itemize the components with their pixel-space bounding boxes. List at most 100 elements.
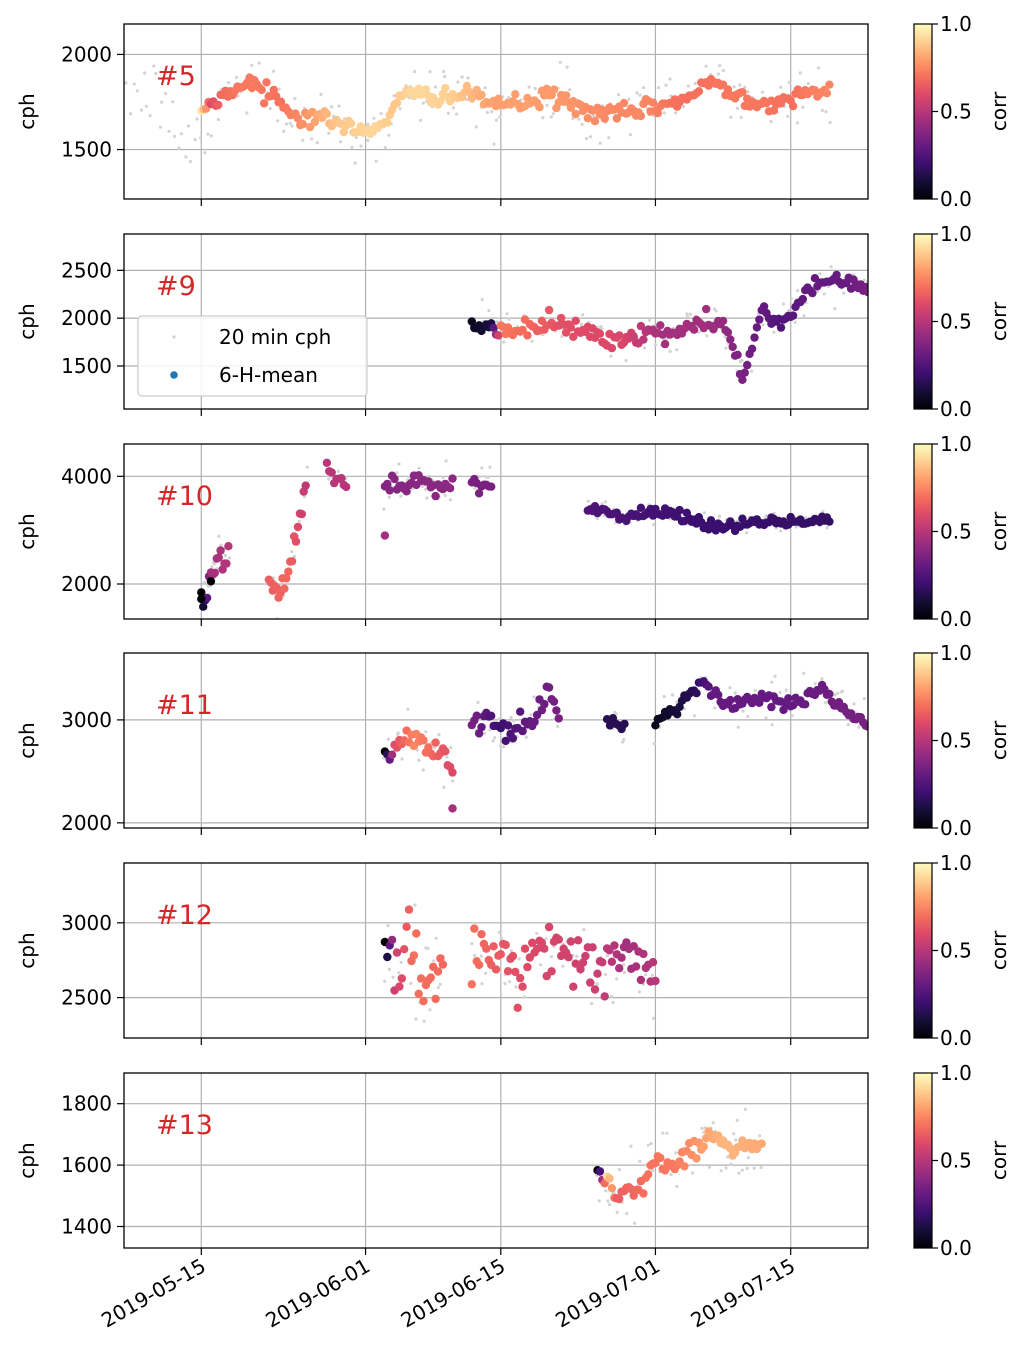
mean-point [607, 957, 617, 966]
mean-point [656, 1153, 665, 1163]
mean-point [738, 375, 747, 384]
raw-point [216, 117, 220, 122]
mean-point [400, 945, 409, 954]
raw-point [484, 475, 488, 479]
mean-point [689, 325, 699, 334]
mean-point [298, 119, 307, 129]
mean-point [327, 468, 336, 477]
mean-point [301, 481, 310, 490]
panel-data [380, 903, 660, 1023]
raw-point [203, 151, 207, 155]
mean-point [619, 98, 629, 108]
raw-point [509, 715, 513, 720]
mean-point [402, 922, 411, 931]
mean-point [501, 736, 510, 746]
colorbar: 0.0 0.5 1.0 corr [913, 1061, 1011, 1260]
panel-label: #13 [156, 1110, 213, 1141]
mean-point [383, 952, 392, 962]
raw-point [409, 981, 413, 986]
raw-point [545, 103, 549, 108]
mean-point [554, 714, 563, 723]
colorbar-tick-label: 1.0 [940, 12, 972, 36]
legend-marker [170, 371, 178, 379]
raw-point [498, 115, 502, 119]
mean-point [598, 958, 607, 967]
raw-point [622, 737, 626, 742]
mean-point [489, 942, 498, 951]
raw-point [203, 580, 207, 584]
raw-point [210, 565, 214, 569]
raw-point [533, 86, 537, 91]
raw-point [822, 292, 826, 296]
mean-point [513, 1003, 522, 1012]
mean-point [210, 568, 219, 578]
raw-point [675, 700, 679, 704]
raw-point [796, 289, 800, 293]
mean-point [576, 965, 585, 974]
mean-point [487, 711, 496, 720]
mean-point [660, 339, 670, 349]
x-tick-label: 2019-07-15 [687, 1254, 800, 1333]
mean-point [511, 90, 520, 99]
raw-point [234, 75, 238, 79]
raw-point [746, 1156, 751, 1160]
mean-point [520, 944, 530, 953]
y-tick-label: 4000 [61, 464, 112, 488]
mean-point [508, 734, 518, 743]
y-tick-label: 1600 [61, 1153, 112, 1177]
raw-point [301, 138, 305, 142]
raw-point [398, 107, 402, 111]
raw-point [290, 550, 294, 554]
mean-point [581, 951, 590, 961]
mean-point [595, 329, 605, 338]
raw-point [276, 119, 280, 123]
mean-point [639, 335, 648, 344]
raw-point [675, 1184, 679, 1188]
raw-point [427, 474, 431, 478]
raw-point [726, 1155, 730, 1159]
mean-point [284, 567, 293, 576]
raw-point [646, 1143, 650, 1147]
raw-point [491, 739, 495, 743]
mean-point [416, 974, 426, 983]
mean-point [337, 474, 346, 483]
raw-point [484, 971, 488, 975]
mean-point [262, 78, 271, 87]
raw-point [524, 735, 528, 739]
raw-point [538, 963, 543, 967]
mean-point [863, 287, 868, 297]
mean-point [472, 711, 481, 720]
mean-point [421, 85, 431, 94]
mean-point [419, 736, 428, 745]
mean-point [588, 943, 597, 952]
axes-frame [123, 443, 869, 620]
raw-point [556, 724, 560, 729]
mean-point [508, 951, 518, 961]
raw-point [305, 465, 309, 469]
mean-point [578, 958, 588, 967]
mean-point [699, 1142, 708, 1151]
raw-point [770, 723, 774, 727]
mean-point [342, 482, 351, 492]
raw-point [497, 930, 501, 934]
raw-point [541, 116, 545, 120]
raw-point [451, 779, 455, 783]
raw-point [651, 1168, 655, 1172]
colorbar-label: corr [987, 1140, 1011, 1180]
colorbar-gradient [913, 443, 933, 620]
raw-point [798, 71, 802, 75]
raw-point [171, 100, 175, 104]
raw-point [761, 90, 765, 94]
raw-point [778, 690, 782, 695]
mean-point [788, 101, 798, 111]
raw-point [668, 77, 672, 81]
mean-point [322, 458, 332, 467]
raw-point [735, 106, 740, 110]
raw-point [422, 1019, 426, 1023]
mean-point [573, 936, 583, 945]
raw-point [741, 709, 745, 713]
raw-point [740, 359, 744, 363]
colorbar-label: corr [987, 301, 1011, 341]
panel-data [467, 265, 868, 384]
raw-point [674, 111, 678, 115]
